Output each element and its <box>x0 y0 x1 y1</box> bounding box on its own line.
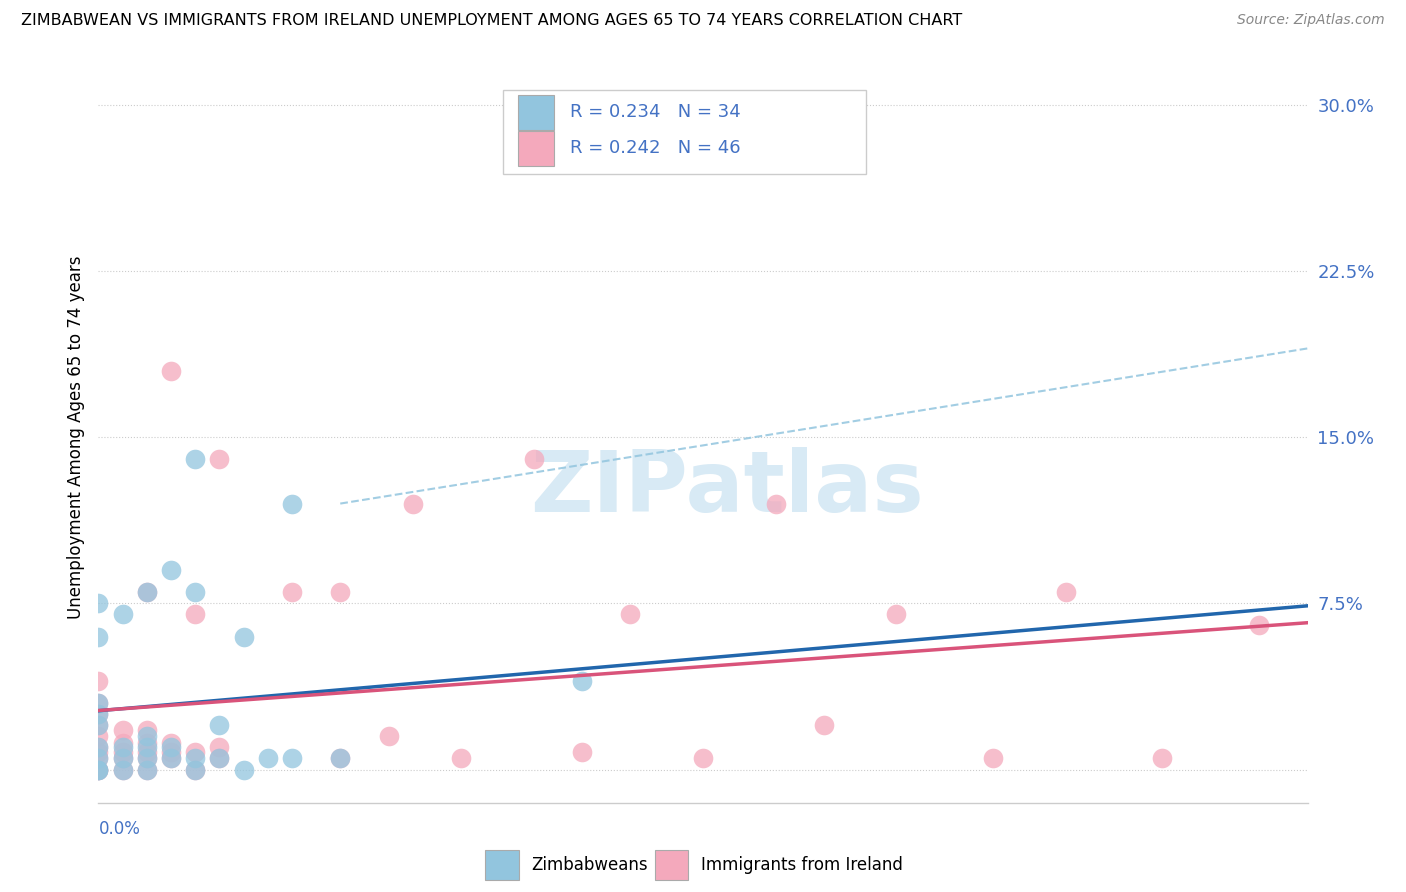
Point <box>571 745 593 759</box>
Point <box>184 607 207 622</box>
Point <box>184 751 207 765</box>
Point <box>87 707 110 722</box>
Point <box>111 763 134 777</box>
Point <box>329 751 352 765</box>
Text: R = 0.242   N = 46: R = 0.242 N = 46 <box>569 139 741 157</box>
Y-axis label: Unemployment Among Ages 65 to 74 years: Unemployment Among Ages 65 to 74 years <box>66 255 84 619</box>
Point <box>256 751 278 765</box>
Point <box>329 585 352 599</box>
Point <box>111 736 134 750</box>
Point <box>135 585 157 599</box>
Text: Source: ZipAtlas.com: Source: ZipAtlas.com <box>1237 13 1385 28</box>
Point <box>87 751 110 765</box>
Point <box>111 751 134 765</box>
Point <box>87 751 110 765</box>
Point <box>208 452 231 467</box>
Point <box>160 563 183 577</box>
Bar <box>485 850 519 880</box>
Point <box>135 763 157 777</box>
Point <box>87 596 110 610</box>
Bar <box>655 850 689 880</box>
Point <box>87 718 110 732</box>
Point <box>208 751 231 765</box>
Text: R = 0.234   N = 34: R = 0.234 N = 34 <box>569 103 741 120</box>
Point <box>329 751 352 765</box>
Point <box>1152 751 1174 765</box>
Point <box>87 630 110 644</box>
Point <box>232 630 254 644</box>
Point <box>1249 618 1271 632</box>
Point <box>523 452 546 467</box>
Point <box>135 763 157 777</box>
Point <box>765 497 787 511</box>
Point <box>402 497 425 511</box>
Point <box>87 763 110 777</box>
Point <box>281 497 304 511</box>
Point <box>571 673 593 688</box>
Point <box>87 763 110 777</box>
Point <box>184 745 207 759</box>
Point <box>87 729 110 743</box>
Text: 0.0%: 0.0% <box>98 820 141 838</box>
Point <box>135 745 157 759</box>
Point <box>87 745 110 759</box>
Point <box>377 729 399 743</box>
Text: Immigrants from Ireland: Immigrants from Ireland <box>700 856 903 874</box>
Point <box>886 607 908 622</box>
Point <box>135 751 157 765</box>
FancyBboxPatch shape <box>503 90 866 174</box>
Point <box>87 696 110 710</box>
Point <box>135 751 157 765</box>
Point <box>184 763 207 777</box>
Point <box>281 585 304 599</box>
Point <box>450 751 472 765</box>
Point <box>208 718 231 732</box>
Point <box>87 740 110 755</box>
Point <box>232 763 254 777</box>
Point <box>87 707 110 722</box>
Point <box>135 740 157 755</box>
Point <box>111 751 134 765</box>
Point <box>135 723 157 737</box>
Point <box>184 585 207 599</box>
Point <box>111 740 134 755</box>
Point <box>160 740 183 755</box>
Point <box>208 740 231 755</box>
Point <box>87 673 110 688</box>
Point <box>160 751 183 765</box>
Point <box>87 763 110 777</box>
Point <box>111 763 134 777</box>
Point <box>981 751 1004 765</box>
Point <box>87 763 110 777</box>
Point <box>135 585 157 599</box>
Point <box>111 723 134 737</box>
Point <box>160 363 183 377</box>
Point <box>184 452 207 467</box>
Point <box>160 745 183 759</box>
Point <box>813 718 835 732</box>
Point <box>135 736 157 750</box>
Point <box>160 751 183 765</box>
Point <box>87 740 110 755</box>
Point <box>1054 585 1077 599</box>
Point <box>87 718 110 732</box>
Point <box>619 607 641 622</box>
Point <box>111 607 134 622</box>
Bar <box>517 95 554 130</box>
Point <box>160 736 183 750</box>
Point <box>208 751 231 765</box>
Point <box>135 729 157 743</box>
Text: ZIMBABWEAN VS IMMIGRANTS FROM IRELAND UNEMPLOYMENT AMONG AGES 65 TO 74 YEARS COR: ZIMBABWEAN VS IMMIGRANTS FROM IRELAND UN… <box>21 13 962 29</box>
Point <box>281 751 304 765</box>
Point <box>87 696 110 710</box>
Bar <box>517 131 554 167</box>
Point <box>184 763 207 777</box>
Point <box>692 751 714 765</box>
Text: Zimbabweans: Zimbabweans <box>531 856 648 874</box>
Point <box>111 745 134 759</box>
Text: ZIPatlas: ZIPatlas <box>530 447 924 530</box>
